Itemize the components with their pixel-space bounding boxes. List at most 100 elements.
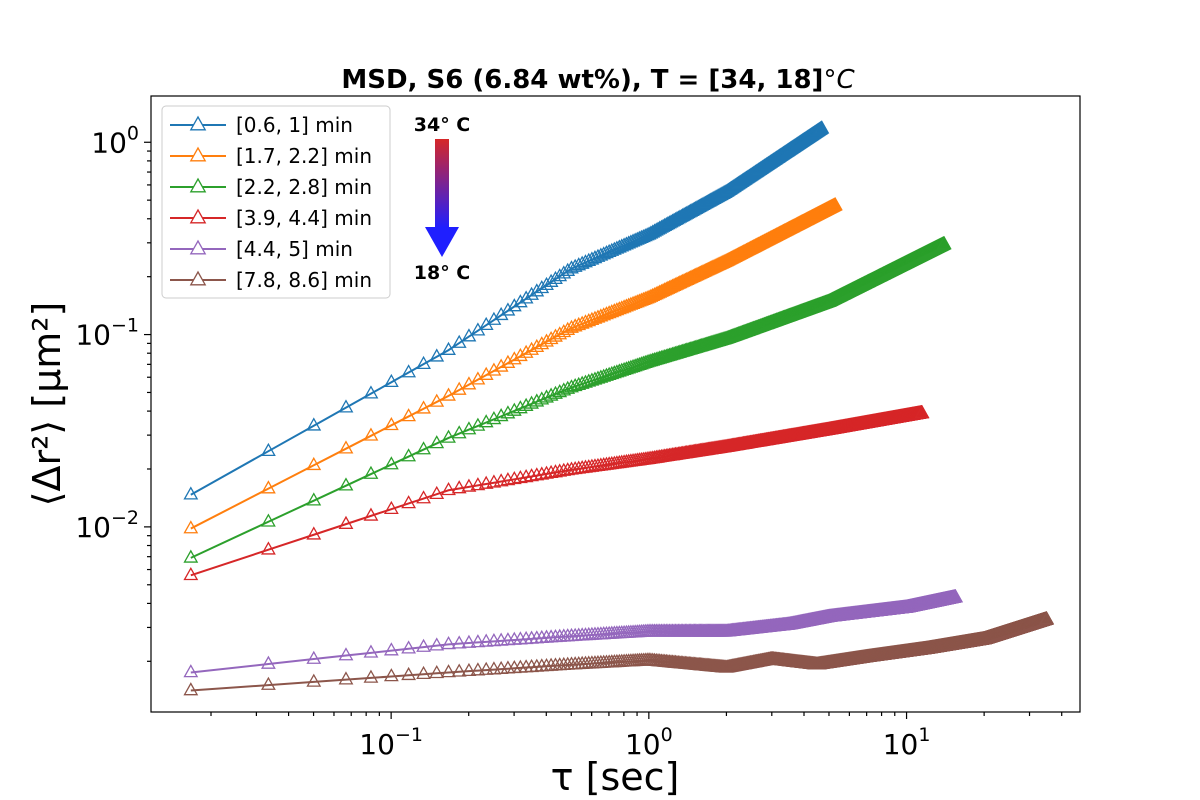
data-point bbox=[451, 663, 467, 677]
data-point bbox=[500, 302, 516, 316]
data-point bbox=[581, 373, 597, 387]
series-5 bbox=[183, 589, 964, 678]
data-point bbox=[306, 456, 322, 471]
title-unit: °C bbox=[823, 65, 855, 95]
data-point bbox=[512, 469, 528, 484]
data-point bbox=[306, 673, 322, 687]
data-point bbox=[948, 589, 964, 603]
data-point bbox=[306, 526, 322, 540]
data-point bbox=[486, 362, 502, 376]
data-point bbox=[401, 364, 417, 378]
data-point bbox=[560, 321, 576, 335]
data-point bbox=[383, 500, 399, 514]
data-point bbox=[183, 566, 199, 581]
data-point bbox=[383, 373, 399, 388]
data-point bbox=[618, 361, 634, 375]
data-point bbox=[429, 393, 445, 407]
data-point bbox=[260, 676, 276, 690]
data-point bbox=[571, 257, 587, 271]
data-point bbox=[512, 400, 528, 414]
data-point bbox=[441, 387, 456, 401]
data-point bbox=[581, 313, 597, 327]
data-point bbox=[338, 671, 354, 685]
data-point bbox=[574, 315, 590, 329]
data-point bbox=[567, 258, 583, 272]
data-point bbox=[363, 669, 379, 683]
data-point bbox=[493, 306, 509, 321]
data-point bbox=[363, 465, 379, 479]
data-point bbox=[306, 492, 322, 506]
data-point bbox=[461, 478, 477, 492]
data-point bbox=[616, 361, 632, 376]
data-point bbox=[524, 468, 539, 482]
data-point bbox=[416, 665, 431, 680]
data-point bbox=[506, 351, 522, 365]
data-point bbox=[548, 464, 563, 478]
data-point bbox=[500, 354, 516, 368]
data-point bbox=[441, 481, 456, 496]
data-point bbox=[518, 290, 534, 304]
data-point bbox=[518, 344, 534, 358]
data-point bbox=[383, 642, 399, 656]
data-point bbox=[556, 323, 572, 338]
data-point bbox=[363, 507, 379, 521]
data-point bbox=[578, 314, 593, 328]
series-1 bbox=[183, 120, 830, 500]
data-point bbox=[534, 466, 550, 480]
data-point bbox=[306, 417, 322, 431]
data-point bbox=[183, 520, 199, 534]
data-point bbox=[936, 235, 952, 250]
data-point bbox=[416, 355, 431, 369]
data-point bbox=[518, 397, 534, 411]
data-point bbox=[260, 513, 276, 527]
data-point bbox=[401, 448, 417, 462]
data-point bbox=[183, 486, 199, 500]
data-point bbox=[611, 301, 627, 315]
data-point bbox=[183, 664, 199, 678]
data-point bbox=[441, 429, 456, 443]
data-point bbox=[306, 650, 322, 664]
series-layer bbox=[183, 120, 1055, 696]
data-point bbox=[451, 635, 467, 649]
data-point bbox=[524, 286, 539, 300]
data-point bbox=[518, 469, 534, 483]
data-point bbox=[478, 633, 494, 647]
data-point bbox=[441, 636, 456, 650]
data-point bbox=[564, 260, 579, 274]
series-3 bbox=[183, 235, 952, 563]
data-point bbox=[416, 638, 431, 652]
data-point bbox=[552, 326, 568, 340]
data-point bbox=[539, 465, 554, 479]
data-point bbox=[451, 480, 467, 494]
data-point bbox=[529, 283, 545, 297]
data-point bbox=[584, 372, 600, 386]
data-point bbox=[574, 255, 590, 269]
data-point bbox=[363, 644, 379, 658]
data-point bbox=[451, 425, 467, 439]
data-point bbox=[506, 402, 522, 416]
data-point bbox=[416, 490, 431, 504]
data-point bbox=[183, 549, 199, 563]
data-point bbox=[470, 662, 486, 676]
data-point bbox=[571, 376, 587, 390]
data-point bbox=[470, 477, 486, 491]
data-point bbox=[338, 515, 354, 529]
data-point bbox=[260, 480, 276, 494]
data-point bbox=[451, 334, 467, 348]
data-point bbox=[260, 442, 276, 457]
data-point bbox=[512, 347, 528, 362]
data-point bbox=[363, 385, 379, 399]
data-point bbox=[338, 477, 354, 491]
data-point bbox=[429, 664, 445, 679]
data-point bbox=[506, 298, 522, 312]
series-2 bbox=[183, 197, 843, 534]
data-point bbox=[338, 647, 354, 661]
series-4 bbox=[183, 404, 930, 581]
data-point bbox=[416, 400, 431, 414]
data-point bbox=[560, 262, 576, 276]
data-point bbox=[543, 464, 559, 479]
data-point bbox=[260, 655, 276, 669]
data-point bbox=[338, 399, 354, 413]
data-point bbox=[914, 404, 930, 419]
